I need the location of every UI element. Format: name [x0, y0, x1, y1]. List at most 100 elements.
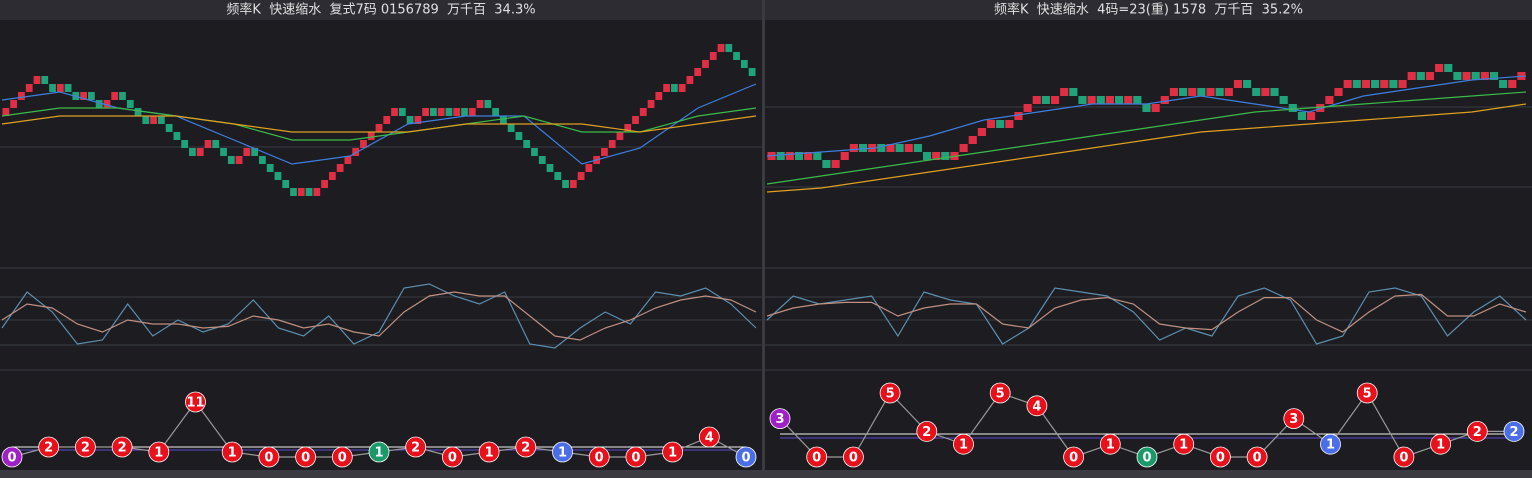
brick: [414, 116, 422, 124]
brick: [886, 144, 895, 152]
brick: [492, 108, 499, 116]
brick: [531, 148, 538, 156]
brick: [2, 108, 10, 116]
count-marker: [1210, 446, 1231, 468]
brick: [1105, 96, 1114, 104]
oscillator-line: [766, 293, 1527, 333]
count-marker: [38, 436, 60, 458]
brick: [740, 60, 748, 68]
brick: [1114, 96, 1124, 104]
brick: [305, 188, 313, 196]
brick: [507, 124, 515, 132]
brick: [1307, 112, 1316, 120]
count-marker: [1393, 446, 1415, 468]
brick: [785, 152, 794, 160]
brick: [1489, 72, 1499, 80]
brick: [1325, 96, 1334, 104]
brick: [1179, 88, 1188, 96]
brick: [986, 120, 996, 128]
count-label: 0: [7, 451, 16, 466]
brick: [251, 148, 259, 156]
brick: [1279, 96, 1288, 104]
brick: [157, 116, 165, 124]
brick: [515, 132, 523, 140]
brick: [41, 76, 49, 84]
title-bar: [0, 0, 762, 20]
count-marker: [989, 382, 1011, 404]
count-marker: [1136, 446, 1158, 468]
count-marker: [1246, 446, 1268, 468]
brick: [80, 92, 88, 100]
brick: [422, 108, 430, 116]
brick: [1261, 88, 1270, 96]
count-marker: [735, 446, 757, 468]
count-label: 2: [1473, 425, 1482, 440]
brick: [360, 140, 367, 148]
count-label: 5: [996, 387, 1005, 402]
brick: [1050, 96, 1060, 104]
brick: [1060, 88, 1069, 96]
brick: [1206, 88, 1215, 96]
count-label: 2: [411, 441, 420, 456]
brick: [468, 108, 476, 116]
brick: [1005, 120, 1014, 128]
count-label: 0: [301, 451, 310, 466]
brick: [725, 44, 733, 52]
brick: [616, 132, 624, 140]
count-label: 0: [1069, 451, 1078, 466]
brick: [538, 156, 546, 164]
brick: [134, 108, 142, 116]
count-label: 0: [631, 451, 640, 466]
brick: [996, 120, 1005, 128]
brick: [204, 140, 212, 148]
brick: [189, 148, 196, 156]
brick: [212, 140, 220, 148]
count-label: 1: [374, 446, 383, 461]
brick: [546, 164, 554, 172]
brick: [336, 164, 344, 172]
count-label: 0: [1399, 451, 1408, 466]
brick: [670, 84, 678, 92]
brick: [822, 160, 831, 168]
count-marker: [1320, 433, 1341, 455]
brick: [968, 136, 977, 144]
brick: [1444, 64, 1453, 72]
brick: [437, 108, 445, 116]
brick: [56, 84, 64, 92]
count-label: 0: [741, 451, 750, 466]
brick: [601, 148, 608, 156]
brick: [476, 100, 484, 108]
count-label: 2: [1509, 425, 1518, 440]
count-marker: [806, 446, 828, 468]
brick: [1169, 88, 1179, 96]
count-label: 2: [44, 441, 53, 456]
brick: [1343, 80, 1352, 88]
brick: [624, 124, 632, 132]
moving-average: [766, 103, 1527, 193]
count-marker: [588, 446, 610, 468]
count-marker: [1503, 420, 1525, 442]
brick: [328, 172, 336, 180]
brick: [1096, 96, 1105, 104]
count-marker: [916, 420, 938, 442]
brick: [95, 100, 103, 108]
count-label: 0: [1253, 451, 1262, 466]
brick: [282, 180, 290, 188]
oscillator-line: [1, 291, 757, 341]
count-marker: [331, 446, 353, 468]
brick: [1371, 80, 1380, 88]
brick: [274, 172, 282, 180]
brick: [1361, 80, 1371, 88]
count-label: 2: [118, 441, 127, 456]
count-marker: [478, 441, 500, 463]
brick: [1069, 88, 1078, 96]
brick: [391, 108, 398, 116]
count-label: 3: [1289, 412, 1298, 427]
brick: [1425, 72, 1435, 80]
brick: [165, 124, 173, 132]
moving-average: [1, 115, 757, 133]
brick: [922, 152, 932, 160]
count-marker: [1, 446, 23, 468]
count-label: 0: [812, 451, 821, 466]
brick: [569, 180, 577, 188]
